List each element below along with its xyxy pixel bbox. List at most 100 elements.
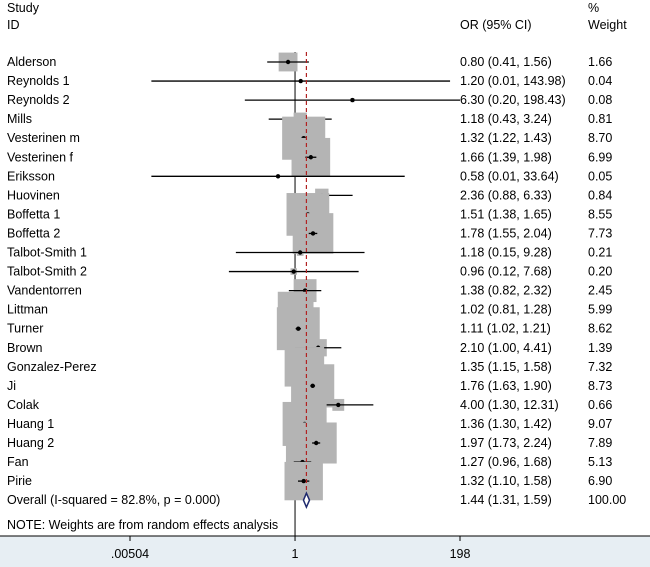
- weight-text: 1.39: [588, 341, 612, 355]
- or-ci-text: 1.18 (0.15, 9.28): [460, 246, 552, 260]
- weight-text: 7.89: [588, 436, 612, 450]
- weight-text: 0.05: [588, 169, 612, 183]
- weight-text: 0.66: [588, 398, 612, 412]
- study-label: Talbot-Smith 2: [7, 265, 87, 279]
- study-label: Vesterinen f: [7, 150, 74, 164]
- point-estimate: [336, 402, 341, 408]
- study-row: Ji 1.76 (1.63, 1.90) 8.73: [7, 364, 612, 408]
- study-label: Huang 2: [7, 436, 54, 450]
- point-estimate: [350, 97, 355, 103]
- weight-text: 0.20: [588, 265, 612, 279]
- study-row: Huang 2 1.97 (1.73, 2.24) 7.89: [7, 422, 612, 464]
- weight-text: 0.84: [588, 188, 612, 202]
- point-estimate: [296, 326, 301, 331]
- overall-label: Overall (I-squared = 82.8%, p = 0.000): [7, 493, 220, 507]
- study-label: Brown: [7, 341, 42, 355]
- or-ci-text: 1.38 (0.82, 2.32): [460, 284, 552, 298]
- study-label: Huang 1: [7, 417, 54, 431]
- point-estimate: [313, 440, 319, 446]
- or-ci-text: 1.32 (1.22, 1.43): [460, 131, 552, 145]
- weight-text: 0.81: [588, 112, 612, 126]
- header-weight-percent: %: [588, 1, 599, 15]
- study-label: Colak: [7, 398, 40, 412]
- weight-text: 7.73: [588, 226, 612, 240]
- weight-text: 5.13: [588, 455, 612, 469]
- or-ci-text: 0.80 (0.41, 1.56): [460, 55, 552, 69]
- study-label: Vesterinen m: [7, 131, 80, 145]
- study-label: Eriksson: [7, 169, 55, 183]
- study-row: Pirie 1.32 (1.10, 1.58) 6.90: [7, 461, 612, 501]
- study-row: Reynolds 1 1.20 (0.01, 143.98) 0.04: [7, 74, 612, 88]
- or-ci-text: 1.32 (1.10, 1.58): [460, 474, 552, 488]
- study-label: Alderson: [7, 55, 56, 69]
- study-label: Reynolds 1: [7, 74, 70, 88]
- point-estimate: [291, 269, 296, 274]
- weight-text: 5.99: [588, 303, 612, 317]
- study-row: Boffetta 2 1.78 (1.55, 2.04) 7.73: [7, 213, 612, 254]
- study-label: Ji: [7, 379, 16, 393]
- weight-text: 8.73: [588, 379, 612, 393]
- point-estimate: [297, 250, 303, 255]
- or-ci-text: 1.18 (0.43, 3.24): [460, 112, 552, 126]
- weight-text: 2.45: [588, 284, 612, 298]
- study-label: Pirie: [7, 474, 32, 488]
- study-row: Talbot-Smith 1 1.18 (0.15, 9.28) 0.21: [7, 246, 612, 260]
- x-tick-label: 1: [292, 547, 299, 561]
- or-ci-text: 1.36 (1.30, 1.42): [460, 417, 552, 431]
- header-study: Study: [7, 1, 40, 15]
- point-estimate: [310, 231, 316, 236]
- header-weight: Weight: [588, 18, 627, 32]
- weight-text: 7.32: [588, 360, 612, 374]
- study-row: Reynolds 2 6.30 (0.20, 198.43) 0.08: [7, 93, 612, 107]
- point-estimate: [301, 478, 306, 484]
- weight-text: 0.21: [588, 246, 612, 260]
- or-ci-text: 0.96 (0.12, 7.68): [460, 265, 552, 279]
- overall-weight-text: 100.00: [588, 493, 626, 507]
- weight-text: 0.08: [588, 93, 612, 107]
- study-row: Eriksson 0.58 (0.01, 33.64) 0.05: [7, 169, 612, 183]
- or-ci-text: 1.97 (1.73, 2.24): [460, 436, 552, 450]
- point-estimate: [285, 59, 291, 65]
- weight-text: 9.07: [588, 417, 612, 431]
- weight-text: 0.04: [588, 74, 612, 88]
- axis-band: [0, 536, 650, 567]
- study-label: Reynolds 2: [7, 93, 70, 107]
- or-ci-text: 1.66 (1.39, 1.98): [460, 150, 552, 164]
- point-estimate: [310, 383, 315, 389]
- study-label: Talbot-Smith 1: [7, 246, 87, 260]
- point-estimate: [298, 78, 303, 84]
- or-ci-text: 1.76 (1.63, 1.90): [460, 379, 552, 393]
- study-label: Littman: [7, 303, 48, 317]
- study-label: Gonzalez-Perez: [7, 360, 97, 374]
- study-label: Mills: [7, 112, 32, 126]
- or-ci-text: 1.51 (1.38, 1.65): [460, 207, 552, 221]
- or-ci-text: 2.10 (1.00, 4.41): [460, 341, 552, 355]
- or-ci-text: 1.11 (1.02, 1.21): [460, 322, 551, 336]
- weight-text: 8.70: [588, 131, 612, 145]
- weight-text: 1.66: [588, 55, 612, 69]
- point-estimate: [308, 155, 314, 160]
- study-label: Fan: [7, 455, 29, 469]
- study-label: Boffetta 1: [7, 207, 60, 221]
- or-ci-text: 6.30 (0.20, 198.43): [460, 93, 566, 107]
- overall-or-text: 1.44 (1.31, 1.59): [460, 493, 552, 507]
- study-label: Boffetta 2: [7, 226, 60, 240]
- study-row: Alderson 0.80 (0.41, 1.56) 1.66: [7, 52, 612, 72]
- or-ci-text: 1.02 (0.81, 1.28): [460, 303, 552, 317]
- weight-text: 6.90: [588, 474, 612, 488]
- note: NOTE: Weights are from random effects an…: [7, 518, 278, 532]
- or-ci-text: 4.00 (1.30, 12.31): [460, 398, 559, 412]
- x-tick-label: .00504: [111, 547, 149, 561]
- header-id: ID: [7, 18, 20, 32]
- or-ci-text: 0.58 (0.01, 33.64): [460, 169, 559, 183]
- study-row: Talbot-Smith 2 0.96 (0.12, 7.68) 0.20: [7, 265, 612, 279]
- header-or: OR (95% CI): [460, 18, 532, 32]
- x-axis-ticks: .00504 1 198: [111, 536, 470, 561]
- overall-diamond: [302, 491, 311, 510]
- or-ci-text: 2.36 (0.88, 6.33): [460, 188, 552, 202]
- or-ci-text: 1.20 (0.01, 143.98): [460, 74, 566, 88]
- weight-text: 6.99: [588, 150, 612, 164]
- study-label: Vandentorren: [7, 284, 82, 298]
- or-ci-text: 1.35 (1.15, 1.58): [460, 360, 552, 374]
